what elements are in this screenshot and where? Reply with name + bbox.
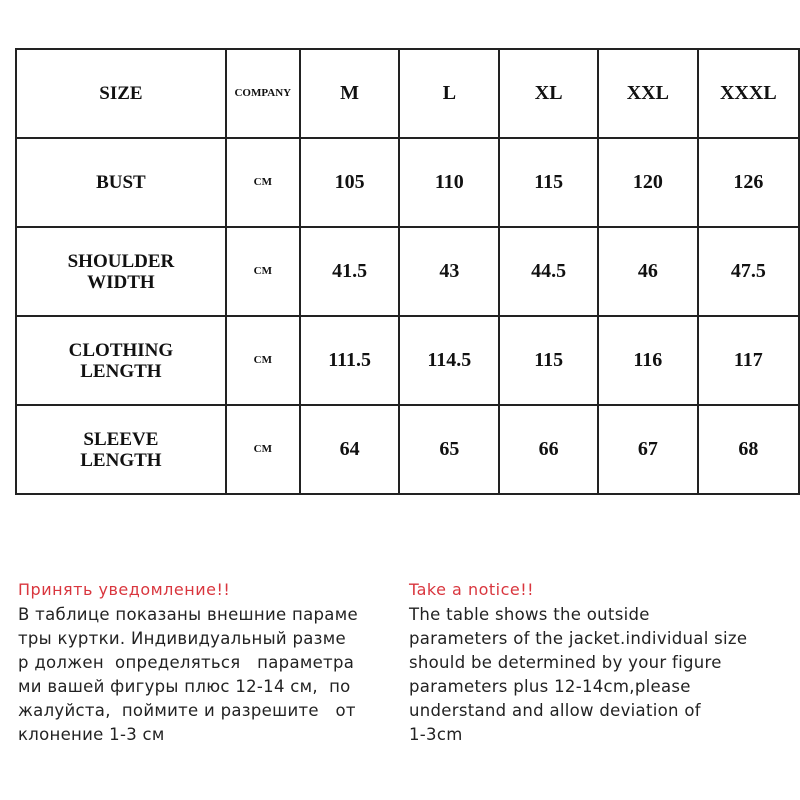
- notice-title-ru: Принять уведомление!!: [18, 580, 231, 599]
- cell: 43: [398, 226, 501, 317]
- cell: 115: [498, 315, 600, 406]
- header-m: M: [298, 48, 401, 139]
- cell: 65: [398, 404, 501, 495]
- cell: 68: [696, 404, 800, 495]
- notice-line: клонение 1-3 см: [18, 725, 165, 744]
- header-size: SIZE: [15, 48, 227, 139]
- row-unit: CM: [224, 404, 301, 495]
- notice-line: ми вашей фигуры плюс 12-14 см, по: [18, 677, 351, 696]
- notice-line: understand and allow deviation of: [409, 701, 701, 720]
- size-chart-table: SIZE COMPANY M L XL XXL XXXL BUST CM 105…: [15, 48, 800, 495]
- cell: 111.5: [298, 315, 401, 406]
- notice-line: The table shows the outside: [409, 605, 650, 624]
- cell: 110: [398, 137, 501, 228]
- table-row: BUST CM 105 110 115 120 126: [15, 137, 800, 228]
- row-unit: CM: [224, 137, 301, 228]
- table-row: SHOULDER WIDTH CM 41.5 43 44.5 46 47.5: [15, 226, 800, 317]
- notice-line: В таблице показаны внешние параме: [18, 605, 358, 624]
- row-unit: CM: [224, 226, 301, 317]
- cell: 67: [597, 404, 699, 495]
- header-xl: XL: [498, 48, 600, 139]
- header-xxxl: XXXL: [696, 48, 800, 139]
- notice-title-en: Take a notice!!: [409, 580, 535, 599]
- notice-line: parameters of the jacket.individual size: [409, 629, 748, 648]
- row-label: SHOULDER WIDTH: [15, 226, 227, 317]
- table-row: SLEEVE LENGTH CM 64 65 66 67 68: [15, 404, 800, 495]
- header-l: L: [398, 48, 501, 139]
- cell: 64: [298, 404, 401, 495]
- header-xxl: XXL: [597, 48, 699, 139]
- notice-line: should be determined by your figure: [409, 653, 722, 672]
- notice-english: Take a notice!! The table shows the outs…: [409, 580, 747, 747]
- cell: 105: [298, 137, 401, 228]
- cell: 117: [696, 315, 800, 406]
- notice-line: р должен определяться параметра: [18, 653, 355, 672]
- table-row: CLOTHING LENGTH CM 111.5 114.5 115 116 1…: [15, 315, 800, 406]
- table-header-row: SIZE COMPANY M L XL XXL XXXL: [15, 48, 800, 139]
- row-label: CLOTHING LENGTH: [15, 315, 227, 406]
- notice-line: жалуйста, поймите и разрешите от: [18, 701, 356, 720]
- notice-line: тры куртки. Индивидуальный разме: [18, 629, 346, 648]
- notice-line: 1-3cm: [409, 725, 463, 744]
- notice-russian: Принять уведомление!! В таблице показаны…: [18, 580, 358, 747]
- cell: 116: [597, 315, 699, 406]
- cell: 47.5: [696, 226, 800, 317]
- header-company: COMPANY: [224, 48, 301, 139]
- row-label: BUST: [15, 137, 227, 228]
- notice-line: parameters plus 12-14cm,please: [409, 677, 691, 696]
- cell: 115: [498, 137, 600, 228]
- row-label: SLEEVE LENGTH: [15, 404, 227, 495]
- cell: 41.5: [298, 226, 401, 317]
- cell: 114.5: [398, 315, 501, 406]
- cell: 44.5: [498, 226, 600, 317]
- row-unit: CM: [224, 315, 301, 406]
- cell: 46: [597, 226, 699, 317]
- cell: 126: [696, 137, 800, 228]
- cell: 66: [498, 404, 600, 495]
- cell: 120: [597, 137, 699, 228]
